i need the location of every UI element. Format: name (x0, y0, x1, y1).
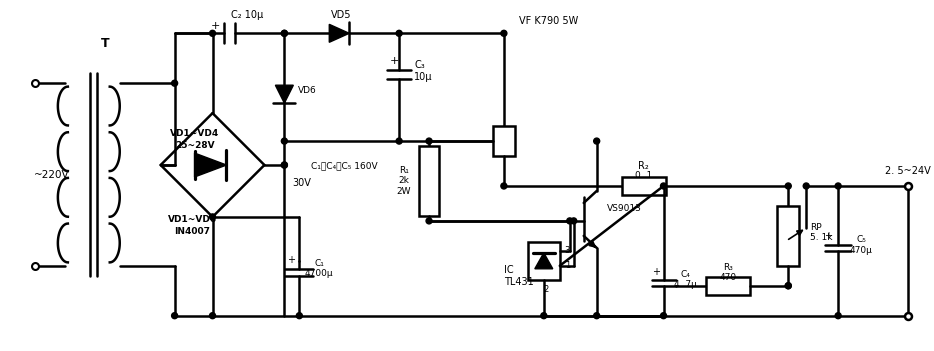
Circle shape (396, 30, 403, 36)
Polygon shape (535, 253, 553, 269)
Bar (622, 177, 666, 195)
Text: 5. 1k: 5. 1k (810, 233, 833, 242)
Circle shape (396, 138, 403, 144)
Text: VF K790 5W: VF K790 5W (519, 16, 578, 26)
Circle shape (594, 313, 600, 319)
Circle shape (172, 313, 177, 319)
Polygon shape (330, 24, 349, 42)
Circle shape (541, 313, 546, 319)
Circle shape (567, 218, 573, 224)
Circle shape (835, 183, 842, 189)
Circle shape (281, 162, 288, 168)
Text: 1: 1 (565, 261, 570, 270)
Circle shape (296, 313, 303, 319)
Text: +: + (211, 21, 220, 31)
Text: 0. 1: 0. 1 (635, 172, 652, 180)
Text: R₃: R₃ (724, 263, 733, 272)
Circle shape (660, 313, 667, 319)
Text: VD5: VD5 (331, 10, 351, 20)
Text: 25~28V: 25~28V (175, 140, 215, 150)
Text: R₂: R₂ (638, 161, 649, 171)
Bar (528, 242, 559, 280)
Text: +: + (652, 267, 659, 277)
Circle shape (571, 218, 576, 224)
Circle shape (501, 30, 507, 36)
Text: VD1~VD6: VD1~VD6 (168, 216, 217, 224)
Circle shape (660, 183, 667, 189)
Text: C₁
4700μ: C₁ 4700μ (305, 259, 333, 278)
Bar (493, 126, 515, 156)
Circle shape (281, 138, 288, 144)
Text: VS9013: VS9013 (607, 204, 642, 213)
Text: +: + (288, 255, 295, 265)
Text: 3: 3 (565, 246, 570, 255)
Text: +: + (824, 231, 832, 241)
Text: C₅
470μ: C₅ 470μ (850, 235, 872, 254)
Bar (419, 146, 439, 216)
Text: C₂ 10μ: C₂ 10μ (232, 10, 263, 20)
Circle shape (501, 183, 507, 189)
Circle shape (209, 313, 216, 319)
Circle shape (785, 283, 791, 289)
Circle shape (426, 138, 432, 144)
Bar (777, 206, 800, 266)
Text: IC
TL431: IC TL431 (503, 265, 533, 286)
Text: C₄
4. 7μ: C₄ 4. 7μ (674, 270, 697, 290)
Text: T: T (101, 37, 109, 50)
Circle shape (281, 30, 288, 36)
Circle shape (594, 138, 600, 144)
Bar (706, 277, 750, 295)
Circle shape (209, 214, 216, 220)
Text: C₃
10μ: C₃ 10μ (414, 60, 432, 82)
Circle shape (785, 183, 791, 189)
Text: ~220V: ~220V (34, 170, 70, 180)
Polygon shape (194, 153, 227, 177)
Circle shape (835, 313, 842, 319)
Circle shape (785, 283, 791, 289)
Text: VD6: VD6 (298, 86, 317, 95)
Circle shape (172, 80, 177, 86)
Text: 2. 5~24V: 2. 5~24V (885, 166, 931, 176)
Text: +: + (389, 56, 399, 66)
Circle shape (209, 30, 216, 36)
Text: RP: RP (810, 223, 822, 232)
Text: 470: 470 (720, 273, 737, 282)
Text: IN4007: IN4007 (175, 227, 210, 236)
Text: 30V: 30V (292, 178, 311, 188)
Text: C₁、C₄、C₅ 160V: C₁、C₄、C₅ 160V (311, 161, 377, 171)
Text: R₁
2k
2W: R₁ 2k 2W (397, 166, 411, 196)
Text: 2: 2 (544, 285, 548, 294)
Text: VD1~VD4: VD1~VD4 (170, 128, 219, 138)
Circle shape (803, 183, 809, 189)
Circle shape (281, 30, 288, 36)
Circle shape (281, 162, 288, 168)
Circle shape (426, 218, 432, 224)
Polygon shape (276, 85, 293, 103)
